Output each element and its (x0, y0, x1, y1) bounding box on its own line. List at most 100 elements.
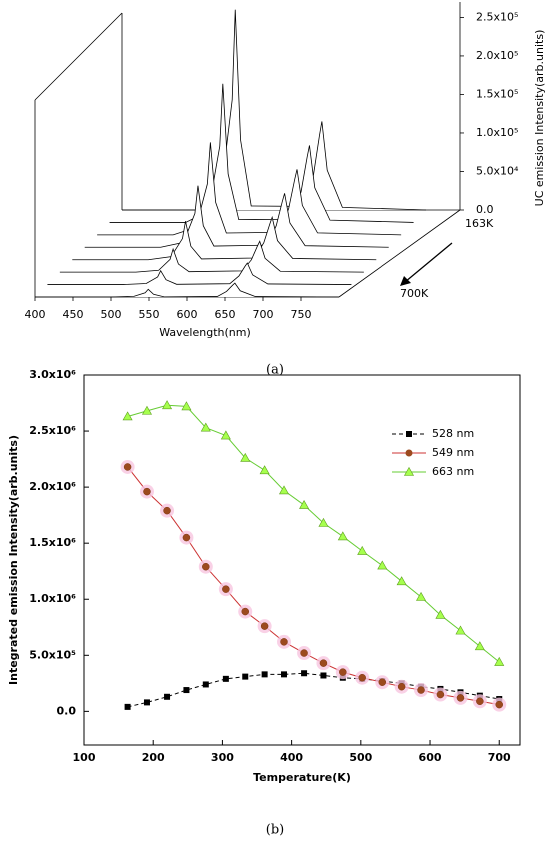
x-tick-label: 200 (142, 751, 165, 764)
marker (416, 591, 427, 601)
marker (339, 668, 347, 676)
marker (301, 670, 308, 677)
marker (260, 622, 269, 630)
x-tick-label: 700 (253, 308, 274, 321)
marker (183, 687, 190, 694)
depth-label: 700K (400, 287, 429, 300)
marker (240, 452, 251, 462)
marker (299, 499, 310, 509)
marker (337, 531, 348, 541)
marker (476, 697, 484, 706)
z-tick-label: 5.0x10⁴ (476, 164, 519, 177)
marker (456, 694, 465, 702)
marker (300, 649, 308, 657)
legend-label: 549 nm (432, 446, 474, 459)
trace-fill (47, 263, 352, 285)
y-tick-label: 3.0x10⁶ (29, 368, 76, 381)
marker (435, 609, 446, 619)
x-tick-label: 600 (419, 751, 442, 764)
trace (47, 262, 352, 285)
x-tick-label: 300 (211, 751, 234, 764)
legend-label: 663 nm (432, 465, 474, 478)
z-axis-label: UC emission Intensity(arb.units) (533, 30, 546, 207)
depth-arrowhead (400, 276, 411, 286)
marker (202, 681, 209, 688)
z-tick-label: 2.0x10⁵ (476, 49, 518, 62)
trace-fill (109, 83, 414, 223)
x-tick-label: 500 (101, 308, 122, 321)
x-axis-label: Wavelength(nm) (159, 326, 251, 339)
z-tick-label: 0.0 (476, 203, 494, 216)
marker (200, 422, 211, 432)
y-axis-label: Integrated emission Intensity(arb.units) (7, 435, 20, 685)
trace (109, 83, 414, 223)
marker (124, 703, 131, 710)
marker (278, 485, 290, 495)
marker (417, 686, 425, 694)
legend-marker (405, 449, 413, 457)
trace (72, 215, 377, 261)
trace-fill (35, 283, 339, 297)
marker (357, 545, 368, 555)
x-tick-label: 700 (488, 751, 511, 764)
marker (455, 625, 466, 635)
x-axis-label: Temperature(K) (253, 771, 351, 784)
plot-frame (83, 374, 521, 746)
y-tick-label: 1.5x10⁶ (29, 536, 76, 549)
marker (143, 699, 150, 706)
marker (281, 671, 288, 678)
marker (261, 671, 268, 678)
x-tick-label: 400 (25, 308, 46, 321)
marker (202, 562, 210, 571)
marker (320, 672, 327, 679)
x-tick-label: 100 (73, 751, 96, 764)
trace (122, 9, 427, 211)
series-line (127, 466, 500, 706)
marker (280, 638, 288, 646)
marker (164, 693, 171, 700)
marker (181, 401, 192, 411)
marker (220, 430, 231, 440)
caption: (b) (266, 823, 284, 838)
trace-fill (122, 9, 426, 210)
marker (318, 517, 329, 527)
y-tick-label: 2.5x10⁶ (29, 424, 76, 437)
marker (259, 465, 270, 475)
depth-label: 163K (465, 217, 494, 230)
marker (436, 690, 445, 699)
x-tick-label: 650 (215, 308, 236, 321)
x-tick-label: 550 (139, 308, 160, 321)
y-tick-label: 5.0x10⁵ (29, 648, 76, 661)
axis-frame (34, 12, 123, 101)
z-tick-label: 2.5x10⁵ (476, 10, 518, 23)
y-tick-label: 1.0x10⁶ (29, 592, 76, 605)
marker (397, 682, 406, 691)
marker (241, 607, 250, 616)
depth-arrow (404, 242, 453, 283)
marker (319, 659, 328, 667)
marker (222, 585, 230, 593)
marker (163, 506, 171, 515)
marker (162, 400, 173, 410)
marker (222, 675, 229, 682)
marker (495, 700, 503, 709)
marker (378, 678, 387, 686)
y-tick-label: 2.0x10⁶ (29, 480, 76, 493)
legend-label: 528 nm (432, 427, 474, 440)
x-tick-label: 750 (291, 308, 312, 321)
marker (123, 463, 132, 471)
marker (494, 656, 505, 666)
x-tick-label: 600 (177, 308, 198, 321)
trace (35, 282, 340, 298)
marker (141, 405, 152, 415)
z-tick-label: 1.0x10⁵ (476, 126, 518, 139)
marker (182, 533, 191, 542)
marker (242, 673, 249, 680)
axis-frame (338, 209, 461, 298)
marker (396, 576, 407, 586)
trace (59, 240, 364, 273)
x-tick-label: 400 (280, 751, 303, 764)
x-tick-label: 450 (63, 308, 84, 321)
series-line (127, 672, 500, 708)
